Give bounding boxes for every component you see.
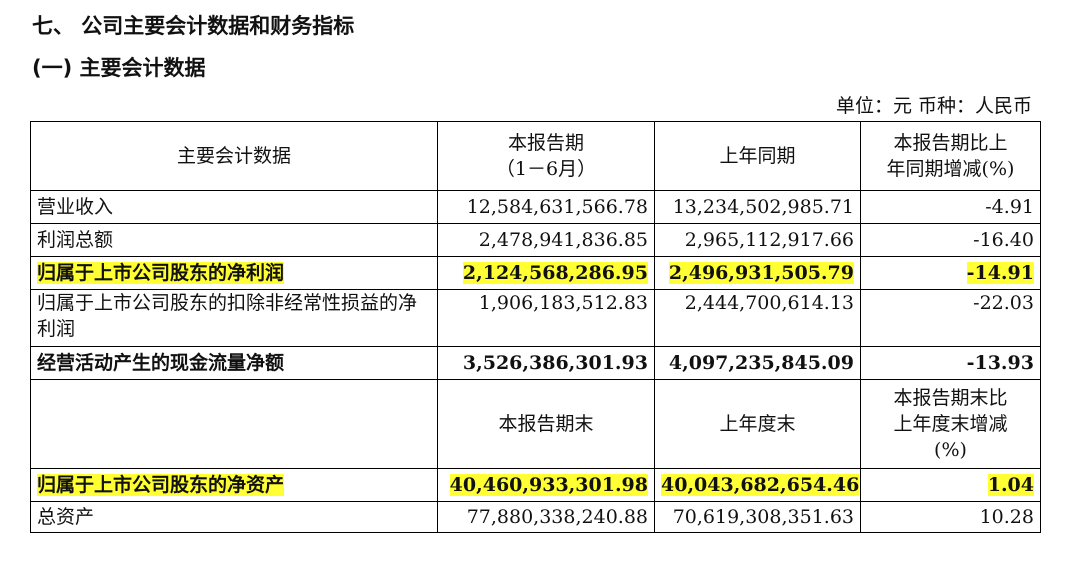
table-row: 归属于上市公司股东的扣除非经常性损益的净利润 1,906,183,512.83 … xyxy=(30,289,1041,347)
table-row-highlighted: 归属于上市公司股东的净资产 40,460,933,301.98 40,043,6… xyxy=(30,468,1041,502)
subheader-prior-year-end: 上年度末 xyxy=(654,379,861,469)
header-current-period-line2: （1－6月） xyxy=(495,158,597,180)
row-label: 归属于上市公司股东的扣除非经常性损益的净利润 xyxy=(30,289,438,347)
table-subheader-row: 本报告期末 上年度末 本报告期末比 上年度末增减 (%) xyxy=(30,379,1041,469)
row-label: 归属于上市公司股东的净利润 xyxy=(30,256,438,290)
row-change-value: -13.93 xyxy=(860,346,1041,380)
row-current-value: 1,906,183,512.83 xyxy=(437,289,655,347)
table-row: 利润总额 2,478,941,836.85 2,965,112,917.66 -… xyxy=(30,223,1041,257)
row-prior-value: 4,097,235,845.09 xyxy=(654,346,861,380)
row-change-value: -22.03 xyxy=(860,289,1041,347)
table-header-row: 主要会计数据 本报告期 （1－6月） 上年同期 本报告期比上 年同期增减(%) xyxy=(30,121,1041,191)
header-main-data: 主要会计数据 xyxy=(30,121,438,191)
header-change: 本报告期比上 年同期增减(%) xyxy=(860,121,1041,191)
row-label: 经营活动产生的现金流量净额 xyxy=(30,346,438,380)
row-label: 归属于上市公司股东的净资产 xyxy=(30,468,438,502)
highlight-mark: 40,043,682,654.46 xyxy=(661,474,860,496)
row-change-value: 10.28 xyxy=(860,501,1041,533)
row-prior-value: 13,234,502,985.71 xyxy=(654,190,861,224)
subheader-change: 本报告期末比 上年度末增减 (%) xyxy=(860,379,1041,469)
subheader-change-line2: 上年度末增减 xyxy=(893,413,1008,435)
highlight-mark: 1.04 xyxy=(987,474,1034,496)
header-current-period-line1: 本报告期 xyxy=(507,132,584,154)
subheader-change-line3: (%) xyxy=(934,439,967,461)
highlight-mark: -14.91 xyxy=(966,262,1034,284)
row-current-value: 77,880,338,240.88 xyxy=(437,501,655,533)
table-row: 营业收入 12,584,631,566.78 13,234,502,985.71… xyxy=(30,190,1041,224)
unit-currency-note: 单位：元 币种：人民币 xyxy=(835,95,1032,117)
header-current-period: 本报告期 （1－6月） xyxy=(437,121,655,191)
row-change-value: -16.40 xyxy=(860,223,1041,257)
header-change-line2: 年同期增减(%) xyxy=(886,158,1015,180)
subheader-change-line1: 本报告期末比 xyxy=(893,387,1008,409)
row-current-value: 12,584,631,566.78 xyxy=(437,190,655,224)
highlight-mark: 归属于上市公司股东的净利润 xyxy=(37,262,285,284)
row-label: 利润总额 xyxy=(30,223,438,257)
row-label: 总资产 xyxy=(30,501,438,533)
row-current-value: 40,460,933,301.98 xyxy=(437,468,655,502)
table-row: 总资产 77,880,338,240.88 70,619,308,351.63 … xyxy=(30,501,1041,533)
row-change-value: -4.91 xyxy=(860,190,1041,224)
row-change-value: -14.91 xyxy=(860,256,1041,290)
header-change-line1: 本报告期比上 xyxy=(893,132,1008,154)
row-prior-value: 40,043,682,654.46 xyxy=(654,468,861,502)
row-prior-value: 2,444,700,614.13 xyxy=(654,289,861,347)
highlight-mark: 归属于上市公司股东的净资产 xyxy=(37,474,285,496)
row-current-value: 3,526,386,301.93 xyxy=(437,346,655,380)
row-current-value: 2,124,568,286.95 xyxy=(437,256,655,290)
subheader-blank xyxy=(30,379,438,469)
accounting-data-table: 主要会计数据 本报告期 （1－6月） 上年同期 本报告期比上 年同期增减(%) … xyxy=(30,121,1041,533)
row-prior-value: 2,965,112,917.66 xyxy=(654,223,861,257)
header-prior-period: 上年同期 xyxy=(654,121,861,191)
subheader-period-end: 本报告期末 xyxy=(437,379,655,469)
row-change-value: 1.04 xyxy=(860,468,1041,502)
row-prior-value: 70,619,308,351.63 xyxy=(654,501,861,533)
highlight-mark: 2,496,931,505.79 xyxy=(668,262,854,284)
row-current-value: 2,478,941,836.85 xyxy=(437,223,655,257)
section-heading: 七、 公司主要会计数据和财务指标 xyxy=(32,14,355,38)
highlight-mark: 2,124,568,286.95 xyxy=(462,262,648,284)
row-prior-value: 2,496,931,505.79 xyxy=(654,256,861,290)
highlight-mark: 40,460,933,301.98 xyxy=(449,474,648,496)
row-label: 营业收入 xyxy=(30,190,438,224)
table-row-bold: 经营活动产生的现金流量净额 3,526,386,301.93 4,097,235… xyxy=(30,346,1041,380)
subsection-heading: (一) 主要会计数据 xyxy=(32,56,206,80)
table-row-highlighted: 归属于上市公司股东的净利润 2,124,568,286.95 2,496,931… xyxy=(30,256,1041,290)
